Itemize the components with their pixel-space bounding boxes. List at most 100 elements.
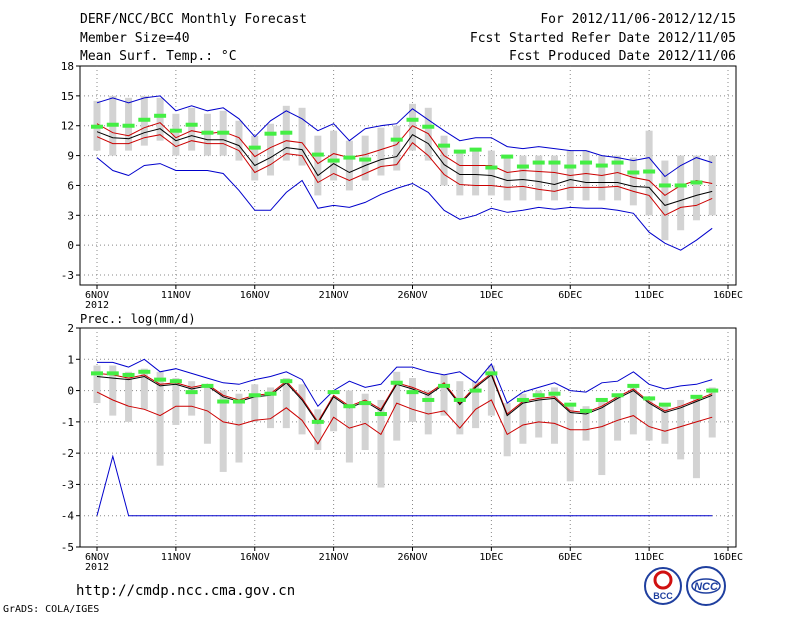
series-min-line <box>96 454 713 517</box>
observed-marker <box>690 180 703 185</box>
ensemble-box <box>677 155 685 231</box>
ensemble-box <box>93 365 101 404</box>
grads-credit: GrADS: COLA/IGES <box>3 604 100 615</box>
observed-marker <box>201 130 214 135</box>
ensemble-box <box>629 157 637 206</box>
ensemble-box <box>251 135 259 181</box>
observed-marker <box>611 393 624 398</box>
observed-marker <box>406 390 419 395</box>
observed-marker <box>359 401 372 406</box>
y-tick-label: 3 <box>67 209 74 222</box>
observed-marker <box>327 390 340 395</box>
ensemble-box <box>661 403 669 444</box>
observed-marker <box>327 158 340 163</box>
ensemble-box <box>550 155 558 201</box>
observed-marker <box>516 397 529 402</box>
x-tick-label: 11DEC <box>634 552 664 563</box>
observed-marker <box>154 377 167 382</box>
observed-marker <box>138 369 151 374</box>
observed-marker <box>658 402 671 407</box>
observed-marker <box>122 123 135 128</box>
ensemble-box <box>393 371 401 441</box>
chart-title: DERF/NCC/BCC Monthly Forecast <box>80 12 307 27</box>
observed-marker <box>91 371 103 376</box>
y-tick-label: 2 <box>67 322 74 335</box>
ensemble-box <box>267 123 275 176</box>
y-tick-label: 0 <box>67 385 74 398</box>
observed-marker <box>311 419 324 424</box>
ensemble-box <box>708 155 716 216</box>
observed-marker <box>185 390 198 395</box>
y-tick-label: -4 <box>61 510 75 523</box>
ensemble-box <box>582 406 590 441</box>
ensemble-box <box>614 393 622 441</box>
ensemble-box <box>172 113 180 156</box>
ensemble-box <box>550 387 558 444</box>
observed-marker <box>91 124 103 129</box>
ensemble-box <box>566 403 574 482</box>
ncc-logo: NCC <box>686 566 726 606</box>
observed-marker <box>595 163 608 168</box>
observed-marker <box>485 371 498 376</box>
ensemble-box <box>361 393 369 451</box>
observed-marker <box>485 165 498 170</box>
series-max-line <box>96 95 713 178</box>
observed-marker <box>169 379 182 384</box>
y-tick-label: -3 <box>61 478 74 491</box>
observed-marker <box>390 137 403 142</box>
ensemble-box <box>282 378 290 429</box>
observed-marker <box>501 154 514 159</box>
observed-marker <box>422 397 435 402</box>
y-tick-label: 1 <box>67 353 74 366</box>
footer-url[interactable]: http://cmdp.ncc.cma.gov.cn <box>76 583 296 599</box>
y-tick-label: -3 <box>61 269 74 282</box>
observed-marker <box>248 393 261 398</box>
observed-marker <box>469 147 482 152</box>
ensemble-box <box>156 97 164 141</box>
observed-marker <box>706 388 719 393</box>
ensemble-box <box>251 384 259 422</box>
ensemble-box <box>708 387 716 438</box>
y-tick-label: 0 <box>67 239 74 252</box>
x-tick-label: 1DEC <box>479 552 503 563</box>
ensemble-box <box>203 387 211 444</box>
ensemble-box <box>472 150 480 196</box>
y-tick-label: -5 <box>61 541 74 554</box>
observed-marker <box>611 160 624 165</box>
series-upper-line <box>96 122 713 197</box>
observed-marker <box>106 122 119 127</box>
x-tick-label: 11NOV <box>161 290 191 301</box>
observed-marker <box>232 399 245 404</box>
variable-label: Mean Surf. Temp.: °C <box>80 49 237 64</box>
ensemble-box <box>503 403 511 457</box>
fcst-produced-date: Fcst Produced Date 2012/11/06 <box>509 49 736 64</box>
observed-marker <box>469 388 482 393</box>
observed-marker <box>248 145 261 150</box>
observed-marker <box>643 396 656 401</box>
precip-panel-title: Prec.: log(mm/d) <box>80 312 196 326</box>
ensemble-box <box>345 390 353 463</box>
ensemble-box <box>472 381 480 429</box>
ensemble-box <box>409 378 416 422</box>
x-tick-label: 1DEC <box>479 290 503 301</box>
x-tick-label: 16DEC <box>713 290 743 301</box>
ensemble-box <box>140 368 148 410</box>
y-tick-label: -2 <box>61 447 74 460</box>
ensemble-box <box>156 371 164 466</box>
observed-marker <box>532 393 545 398</box>
y-tick-label: -1 <box>61 416 74 429</box>
observed-marker <box>580 408 593 413</box>
ensemble-box <box>330 130 338 181</box>
ensemble-box <box>692 396 700 479</box>
ensemble-box <box>440 374 448 416</box>
observed-marker <box>643 169 656 174</box>
series-mean-line <box>96 374 713 425</box>
observed-marker <box>564 164 577 169</box>
ensemble-box <box>535 390 543 438</box>
ensemble-box <box>298 107 306 166</box>
ensemble-box <box>314 409 322 451</box>
observed-marker <box>343 404 356 409</box>
series-max-line <box>97 358 713 408</box>
